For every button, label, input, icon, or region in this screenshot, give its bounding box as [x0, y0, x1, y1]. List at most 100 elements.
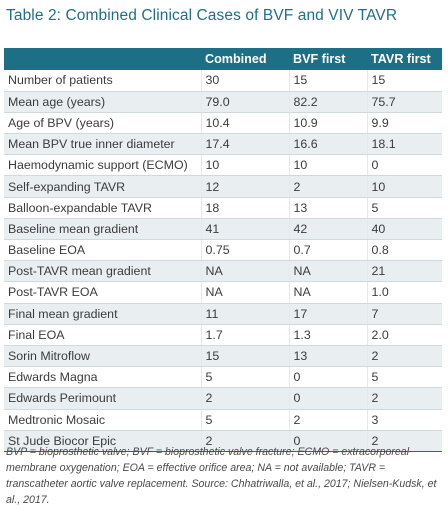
- bvf-first-value-cell: 13: [288, 197, 367, 219]
- table-row: Baseline EOA 0.75 0.7 0.8: [4, 239, 442, 262]
- table-row: Post-TAVR mean gradient NA NA 21: [4, 260, 442, 283]
- row-label-cell: Self-expanding TAVR: [4, 175, 201, 198]
- tavr-first-value-cell: 40: [366, 218, 442, 241]
- table-row: Number of patients 30 15 15: [4, 70, 442, 92]
- combined-value-cell: 15: [200, 345, 289, 368]
- table-row: Final EOA 1.7 1.3 2.0: [4, 324, 442, 346]
- combined-value-cell: 5: [200, 409, 289, 431]
- table-row: Medtronic Mosaic 5 2 3: [4, 409, 442, 431]
- combined-value-cell: 5: [200, 366, 289, 389]
- table-row: St Jude Biocor Epic 2 0 2: [4, 430, 442, 452]
- table-header-row: Combined BVF first TAVR first: [4, 48, 442, 70]
- tavr-first-value-cell: 7: [366, 303, 442, 325]
- bvf-first-value-cell: 2: [288, 175, 367, 198]
- tavr-first-value-cell: 18.1: [366, 133, 442, 156]
- bvf-first-value-cell: 13: [288, 345, 367, 368]
- tavr-first-value-cell: 15: [366, 70, 442, 92]
- row-label-cell: Post-TAVR mean gradient: [4, 260, 201, 283]
- row-label-cell: Final EOA: [4, 324, 201, 346]
- combined-value-cell: 79.0: [200, 91, 289, 113]
- row-label-cell: Age of BPV (years): [4, 112, 201, 135]
- combined-value-cell: 11: [200, 303, 289, 325]
- combined-value-cell: 10.4: [200, 112, 289, 135]
- row-label-cell: St Jude Biocor Epic: [4, 430, 201, 452]
- table-row: Mean BPV true inner diameter 17.4 16.6 18.1: [4, 133, 442, 156]
- table-row: Mean age (years) 79.0 82.2 75.7: [4, 91, 442, 113]
- combined-value-cell: 2: [200, 387, 289, 410]
- bvf-first-value-cell: 0: [288, 430, 367, 452]
- combined-value-cell: 17.4: [200, 133, 289, 156]
- combined-value-cell: 0.75: [200, 239, 289, 262]
- tavr-first-value-cell: 10: [366, 175, 442, 198]
- table-row: Edwards Magna 5 0 5: [4, 366, 442, 389]
- bvf-first-value-cell: NA: [288, 260, 367, 283]
- tavr-first-value-cell: 1.0: [366, 281, 442, 304]
- header-cell-combined: Combined: [205, 52, 267, 66]
- clinical-cases-table: Combined BVF first TAVR first Number of …: [4, 48, 442, 452]
- tavr-first-value-cell: 21: [366, 260, 442, 283]
- table-row: Self-expanding TAVR 12 2 10: [4, 175, 442, 198]
- bvf-first-value-cell: 17: [288, 303, 367, 325]
- combined-value-cell: 18: [200, 197, 289, 219]
- table-row: Post-TAVR EOA NA NA 1.0: [4, 281, 442, 304]
- table-row: Edwards Perimount 2 0 2: [4, 387, 442, 410]
- bvf-first-value-cell: 0: [288, 366, 367, 389]
- tavr-first-value-cell: 2.0: [366, 324, 442, 346]
- row-label-cell: Edwards Perimount: [4, 387, 201, 410]
- combined-value-cell: NA: [200, 281, 289, 304]
- table-row: Sorin Mitroflow 15 13 2: [4, 345, 442, 368]
- bvf-first-value-cell: 0.7: [288, 239, 367, 262]
- row-label-cell: Balloon-expandable TAVR: [4, 197, 201, 219]
- clinical-cases-table-container: Combined BVF first TAVR first Number of …: [4, 48, 442, 452]
- tavr-first-value-cell: 0.8: [366, 239, 442, 262]
- table-footnote: BVP = bioprosthetic valve; BVF = biopros…: [6, 446, 437, 506]
- row-label-cell: Baseline mean gradient: [4, 218, 201, 241]
- header-cell-parameter: [4, 48, 201, 70]
- table-body: Number of patients 30 15 15 Mean age (years)…: [4, 70, 442, 452]
- table-row: Haemodynamic support (ECMO) 10 10 0: [4, 154, 442, 177]
- bvf-first-value-cell: 15: [288, 70, 367, 92]
- row-label-cell: Number of patients: [4, 70, 201, 92]
- bvf-first-value-cell: 82.2: [288, 91, 367, 113]
- bvf-first-value-cell: 1.3: [288, 324, 367, 346]
- tavr-first-value-cell: 5: [366, 197, 442, 219]
- bvf-first-value-cell: 42: [288, 218, 367, 241]
- row-label-cell: Mean BPV true inner diameter: [4, 133, 201, 156]
- bvf-first-value-cell: NA: [288, 281, 367, 304]
- tavr-first-value-cell: 9.9: [366, 112, 442, 135]
- bvf-first-value-cell: 10.9: [288, 112, 367, 135]
- tavr-first-value-cell: 2: [366, 430, 442, 452]
- row-label-cell: Medtronic Mosaic: [4, 409, 201, 431]
- bvf-first-value-cell: 16.6: [288, 133, 367, 156]
- tavr-first-value-cell: 0: [366, 154, 442, 177]
- bvf-first-value-cell: 0: [288, 387, 367, 410]
- combined-value-cell: 41: [200, 218, 289, 241]
- combined-value-cell: 2: [200, 430, 289, 452]
- row-label-cell: Post-TAVR EOA: [4, 281, 201, 304]
- row-label-cell: Haemodynamic support (ECMO): [4, 154, 201, 177]
- combined-value-cell: 1.7: [200, 324, 289, 346]
- combined-value-cell: 10: [200, 154, 289, 177]
- table-row: Baseline mean gradient 41 42 40: [4, 218, 442, 241]
- row-label-cell: Sorin Mitroflow: [4, 345, 201, 368]
- tavr-first-value-cell: 2: [366, 345, 442, 368]
- row-label-cell: Edwards Magna: [4, 366, 201, 389]
- header-cell-bvf-first: BVF first: [293, 52, 346, 66]
- table-row: Balloon-expandable TAVR 18 13 5: [4, 197, 442, 219]
- row-label-cell: Final mean gradient: [4, 303, 201, 325]
- combined-value-cell: 12: [200, 175, 289, 198]
- header-cell-tavr-first: TAVR first: [371, 52, 431, 66]
- bvf-first-value-cell: 2: [288, 409, 367, 431]
- tavr-first-value-cell: 75.7: [366, 91, 442, 113]
- row-label-cell: Baseline EOA: [4, 239, 201, 262]
- combined-value-cell: 30: [200, 70, 289, 92]
- tavr-first-value-cell: 2: [366, 387, 442, 410]
- tavr-first-value-cell: 3: [366, 409, 442, 431]
- row-label-cell: Mean age (years): [4, 91, 201, 113]
- tavr-first-value-cell: 5: [366, 366, 442, 389]
- bvf-first-value-cell: 10: [288, 154, 367, 177]
- combined-value-cell: NA: [200, 260, 289, 283]
- table-row: Final mean gradient 11 17 7: [4, 303, 442, 325]
- table-title: Table 2: Combined Clinical Cases of BVF …: [6, 7, 398, 24]
- table-row: Age of BPV (years) 10.4 10.9 9.9: [4, 112, 442, 135]
